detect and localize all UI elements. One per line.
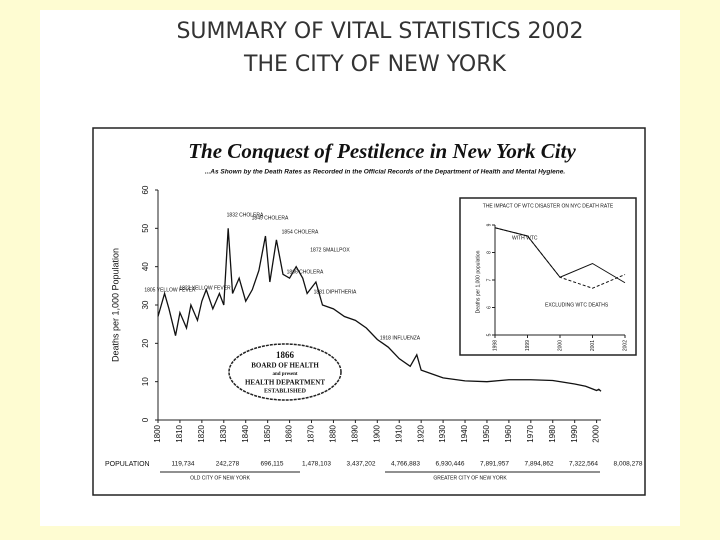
population-value: 4,766,883 [391,461,420,468]
x-tick-label: 1890 [350,424,359,442]
population-value: 1,478,103 [302,461,331,468]
slide-title: SUMMARY OF VITAL STATISTICS 2002 [176,19,583,44]
y-tick-label: 9 [486,223,492,226]
population-value: 119,734 [171,461,194,468]
x-tick-label: 1999 [525,340,531,351]
x-tick-label: 1830 [219,424,228,442]
x-tick-label: 1860 [285,424,294,442]
population-title: POPULATION [105,461,150,468]
inset-frame [459,197,637,356]
era-label: GREATER CITY OF NEW YORK [433,475,507,481]
y-tick-label: 6 [486,306,492,309]
x-tick-label: 1920 [416,424,425,442]
population-value: 696,115 [260,461,283,468]
y-tick-label: 50 [141,223,150,232]
y-axis-label: Deaths per 1,000 Population [110,248,120,362]
callout-text: ESTABLISHED [264,388,307,394]
population-value: 7,891,957 [480,461,509,468]
x-tick-label: 2000 [592,424,601,442]
population-value: 242,278 [216,461,240,468]
callout-oval [228,343,342,401]
population-value: 6,930,446 [436,461,465,468]
x-tick-label: 1990 [570,424,579,442]
inset-title: THE IMPACT OF WTC DISASTER ON NYC DEATH … [483,203,614,209]
era-label: OLD CITY OF NEW YORK [190,475,250,481]
annotation: 1822 YELLOW FEVER [179,285,231,291]
x-tick-label: 1850 [263,424,272,442]
population-value: 3,437,202 [347,461,376,468]
x-tick-label: 2002 [622,340,628,351]
x-tick-label: 1820 [197,424,206,442]
callout-text: 1866 [276,350,295,360]
x-tick-label: 1900 [372,424,381,442]
x-tick-label: 1840 [241,424,250,442]
population-value: 7,322,564 [569,461,598,468]
chart-title: The Conquest of Pestilence in New York C… [188,139,576,163]
annotation: 1881 DIPHTHERIA [314,289,357,295]
x-tick-label: 1810 [175,424,184,442]
x-tick-label: 1970 [526,424,535,442]
y-tick-label: 10 [141,377,150,386]
x-tick-label: 1980 [548,424,557,442]
annotation: 1832 CHOLERA [227,212,264,218]
y-tick-label: 40 [141,262,150,271]
population-value: 7,894,862 [525,461,554,468]
y-tick-label: 5 [486,333,492,336]
y-tick-label: 20 [141,338,150,347]
x-tick-label: 2000 [557,340,563,351]
slide-subtitle: THE CITY OF NEW YORK [243,52,507,77]
callout-text: BOARD OF HEALTH [251,362,319,370]
data-line [494,227,626,289]
series-label: EXCLUDING WTC DEATHS [545,302,609,308]
callout-text: and present [272,372,297,377]
annotation: 1866 CHOLERA [287,269,324,275]
chart-subtitle: ...As Shown by the Death Rates as Record… [205,169,566,176]
inset-y-label: Deaths per 1,000 population [475,250,481,313]
x-tick-label: 1910 [394,424,403,442]
annotation: 1805 YELLOW FEVER [144,287,196,293]
data-line [157,228,602,392]
population-value: 8,008,278 [614,461,643,468]
y-tick-label: 8 [486,251,492,254]
x-tick-label: 1930 [438,424,447,442]
y-tick-label: 0 [141,417,150,422]
y-tick-label: 30 [141,300,150,309]
x-tick-label: 1960 [504,424,513,442]
callout-text: HEALTH DEPARTMENT [245,379,325,387]
annotation: 1872 SMALLPOX [310,247,350,253]
annotation: 1849 CHOLERA [252,215,289,221]
x-tick-label: 1880 [329,424,338,442]
series-label: WITH WTC [512,235,538,241]
annotation: 1854 CHOLERA [282,229,319,235]
x-tick-label: 1950 [482,424,491,442]
x-tick-label: 1870 [307,424,316,442]
y-tick-label: 7 [486,278,492,281]
annotation: 1918 INFLUENZA [380,335,421,341]
x-tick-label: 1940 [460,424,469,442]
y-tick-label: 60 [141,185,150,194]
x-tick-label: 1998 [492,340,498,351]
x-tick-label: 1800 [153,424,162,442]
x-tick-label: 2001 [590,340,596,351]
